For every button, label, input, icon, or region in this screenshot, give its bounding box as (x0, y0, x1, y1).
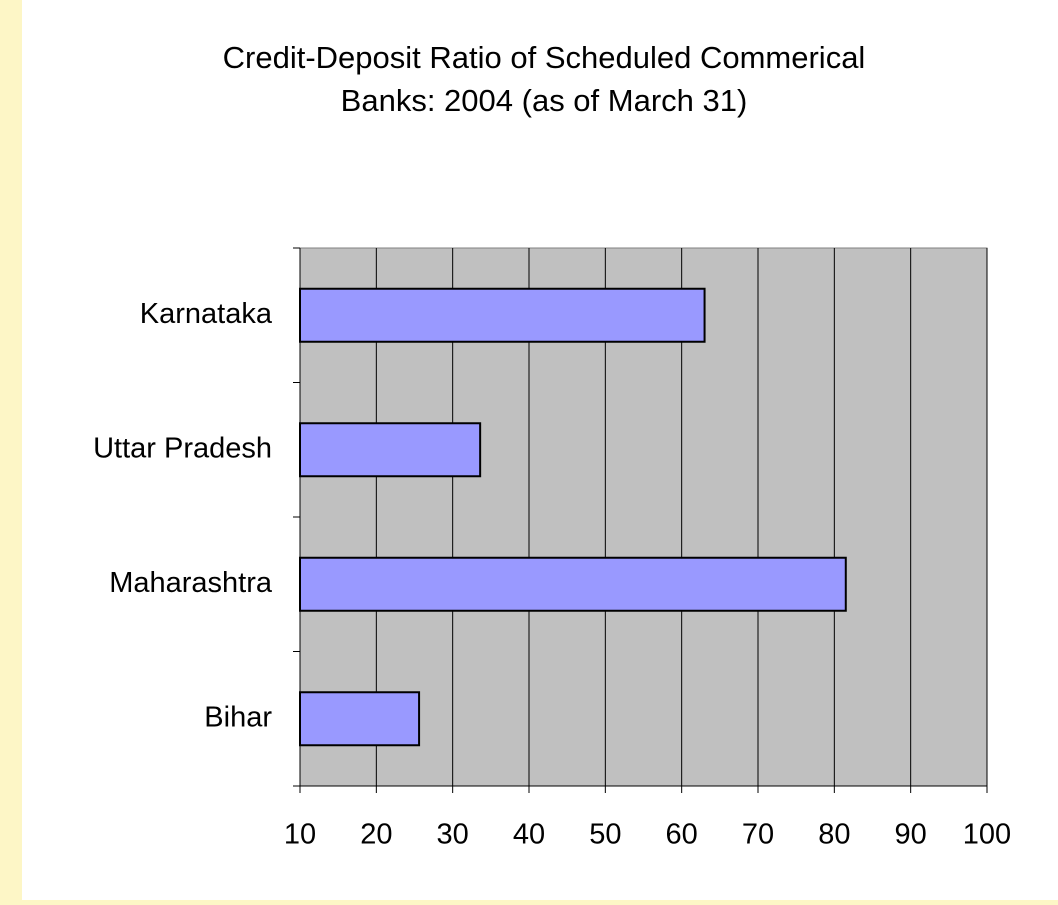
y-tick-label: Bihar (204, 701, 272, 733)
x-tick-label: 30 (437, 819, 469, 851)
x-tick-label: 50 (589, 819, 621, 851)
x-tick-label: 90 (895, 819, 927, 851)
chart-title: Credit-Deposit Ratio of Scheduled Commer… (223, 40, 866, 118)
y-tick-label: Uttar Pradesh (93, 432, 272, 464)
bar (299, 556, 847, 612)
bar (299, 691, 421, 747)
x-tick-label: 80 (818, 819, 850, 851)
y-tick-label: Maharashtra (109, 567, 273, 599)
x-tick-label: 40 (513, 819, 545, 851)
bar (299, 287, 706, 343)
x-tick-label: 20 (360, 819, 392, 851)
x-tick-label: 70 (742, 819, 774, 851)
bar (299, 422, 482, 478)
y-tick-label: Karnataka (140, 298, 273, 330)
x-tick-label: 100 (963, 819, 1011, 851)
x-tick-label: 10 (284, 819, 316, 851)
x-tick-label: 60 (666, 819, 698, 851)
